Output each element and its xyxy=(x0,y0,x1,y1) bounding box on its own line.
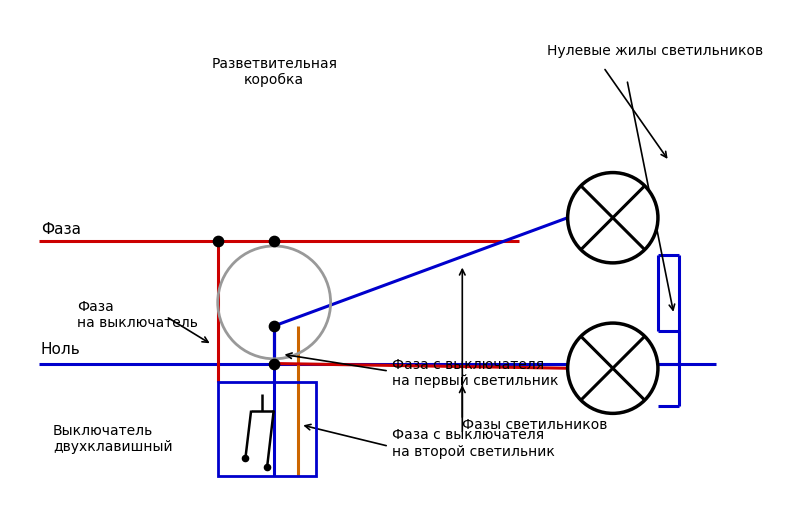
Point xyxy=(261,463,274,471)
Text: Фаза
на выключатель: Фаза на выключатель xyxy=(77,300,198,330)
Text: Выключатель
двухклавишный: Выключатель двухклавишный xyxy=(53,424,173,454)
Bar xyxy=(218,382,317,477)
Text: Ноль: Ноль xyxy=(41,342,81,357)
Text: Нулевые жилы светильников: Нулевые жилы светильников xyxy=(547,44,763,58)
Text: Фаза с выключателя
на первый светильник: Фаза с выключателя на первый светильник xyxy=(392,358,558,388)
Text: Фаза с выключателя
на второй светильник: Фаза с выключателя на второй светильник xyxy=(392,429,554,459)
Circle shape xyxy=(568,323,658,413)
Circle shape xyxy=(568,173,658,263)
Point xyxy=(239,454,252,462)
Text: Разветвительная
коробка: Разветвительная коробка xyxy=(211,57,337,87)
Point xyxy=(211,237,224,245)
Point xyxy=(268,359,281,367)
Text: Фаза: Фаза xyxy=(41,222,81,238)
Point xyxy=(268,237,281,245)
Point xyxy=(268,322,281,330)
Text: Фазы светильников: Фазы светильников xyxy=(462,418,608,432)
